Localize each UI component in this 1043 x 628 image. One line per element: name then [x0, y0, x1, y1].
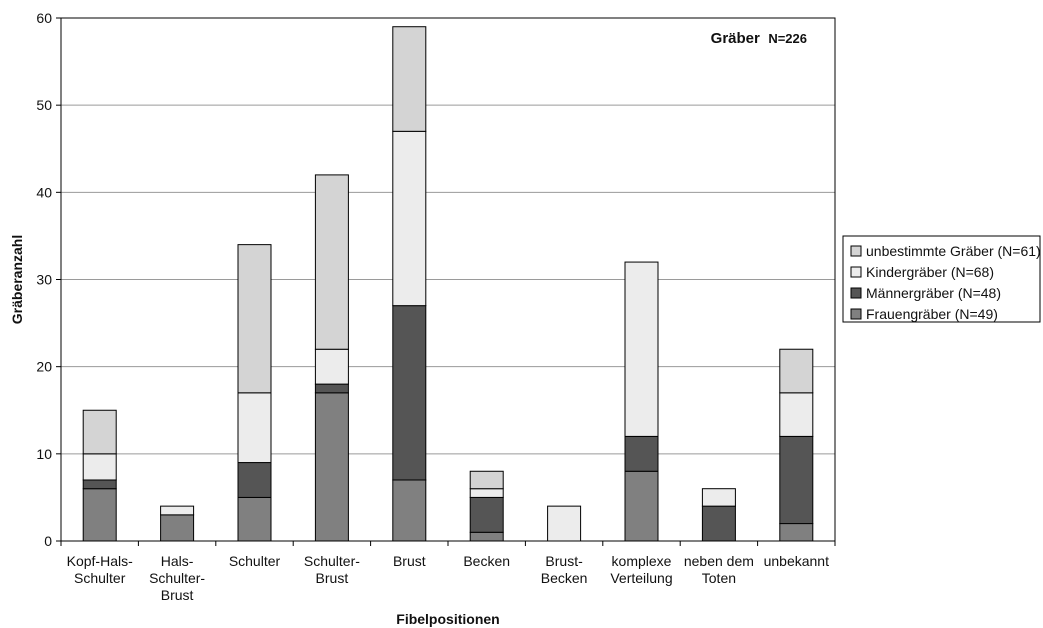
x-tick-label-line: Schulter [74, 570, 126, 586]
bar-stacks [82, 26, 814, 542]
bar-segment [624, 470, 659, 542]
x-tick-label-line: Schulter [229, 553, 281, 569]
legend-label: unbestimmte Gräber (N=61) [866, 243, 1041, 259]
x-tick-label-line: Brust [161, 587, 194, 603]
legend-box [842, 235, 1041, 323]
x-tick-label-line: Toten [702, 570, 736, 586]
bar-segment [392, 479, 427, 542]
x-tick-label-line: Hals- [161, 553, 194, 569]
bar-segment [160, 514, 195, 542]
bar-segment [160, 505, 195, 516]
bar-segment [314, 392, 349, 542]
y-tick-label: 40 [36, 184, 52, 200]
y-tick-label: 60 [36, 10, 52, 26]
x-tick-label: Schulter [229, 553, 281, 569]
y-tick-label: 10 [36, 446, 52, 462]
legend: unbestimmte Gräber (N=61) Kindergräber (N… [842, 235, 1041, 323]
x-tick-label-line: Brust [316, 570, 349, 586]
y-tick-label: 50 [36, 97, 52, 113]
x-tick-label-line: Kopf-Hals- [67, 553, 133, 569]
total-annotation: Gräber N=226 [711, 30, 807, 47]
bar-segment [237, 244, 272, 394]
x-axis-title: Fibelpositionen [396, 611, 499, 627]
gridlines [61, 104, 835, 455]
x-tick-label: neben dem Toten [684, 553, 754, 586]
x-tick-label: Hals-Schulter-Brust [149, 553, 205, 603]
bar-segment [469, 496, 504, 533]
bar-segment [779, 392, 814, 437]
bar-segment [392, 130, 427, 307]
bar-segment [237, 496, 272, 542]
legend-label: Frauengräber (N=49) [866, 306, 998, 322]
y-axis-ticks: 0 10 20 30 40 50 60 [36, 10, 61, 549]
x-tick-label: Schulter-Brust [304, 553, 360, 586]
bar-segment [701, 505, 736, 542]
bar-segment [469, 488, 504, 498]
x-tick-label-line: Schulter- [304, 553, 360, 569]
bar-segment [392, 26, 427, 132]
x-tick-label-line: neben dem [684, 553, 754, 569]
annotation-sub: N=226 [768, 31, 807, 46]
x-tick-label: Brust-Becken [541, 553, 588, 586]
x-tick-label: Brust [393, 553, 426, 569]
legend-swatch [850, 287, 862, 299]
bar-segment [82, 479, 117, 490]
x-tick-label-line: Brust- [545, 553, 583, 569]
legend-label: Kindergräber (N=68) [866, 264, 994, 280]
annotation-main: Gräber [711, 30, 760, 47]
bar-segment [82, 409, 117, 455]
x-tick-label-line: Verteilung [610, 570, 672, 586]
x-tick-label: Becken [463, 553, 510, 569]
x-tick-label-line: Becken [541, 570, 588, 586]
y-axis-title: Gräberanzahl [9, 235, 25, 324]
bar-segment [237, 462, 272, 498]
bar-segment [547, 505, 582, 542]
y-tick-label: 20 [36, 359, 52, 375]
bar-segment [392, 305, 427, 481]
bar-segment [82, 488, 117, 542]
x-tick-label-line: Brust [393, 553, 426, 569]
y-tick-label: 0 [44, 533, 52, 549]
bar-segment [701, 488, 736, 507]
bar-segment [779, 523, 814, 542]
y-tick-label: 30 [36, 272, 52, 288]
legend-swatch [850, 308, 862, 320]
bar-segment [624, 261, 659, 437]
bar-segment [314, 348, 349, 385]
bar-segment [469, 531, 504, 542]
bar-segment [779, 435, 814, 525]
x-tick-label-line: unbekannt [764, 553, 830, 569]
legend-swatch [850, 266, 862, 278]
x-tick-label-line: Schulter- [149, 570, 205, 586]
bar-segment [314, 383, 349, 394]
bar-segment [779, 348, 814, 394]
x-tick-label: komplexe Verteilung [610, 553, 672, 586]
x-tick-label: unbekannt [764, 553, 830, 569]
bar-segment [82, 453, 117, 481]
bar-segment [624, 435, 659, 472]
bar-segment [237, 392, 272, 464]
legend-label: Männergräber (N=48) [866, 285, 1001, 301]
legend-swatch [850, 245, 862, 257]
bar-segment [314, 174, 349, 350]
x-axis-ticks: Kopf-Hals-SchulterHals-Schulter-BrustSch… [60, 541, 836, 603]
x-tick-label: Kopf-Hals-Schulter [67, 553, 133, 586]
x-tick-label-line: Becken [463, 553, 510, 569]
x-tick-label-line: komplexe [612, 553, 672, 569]
bar-segment [469, 470, 504, 490]
